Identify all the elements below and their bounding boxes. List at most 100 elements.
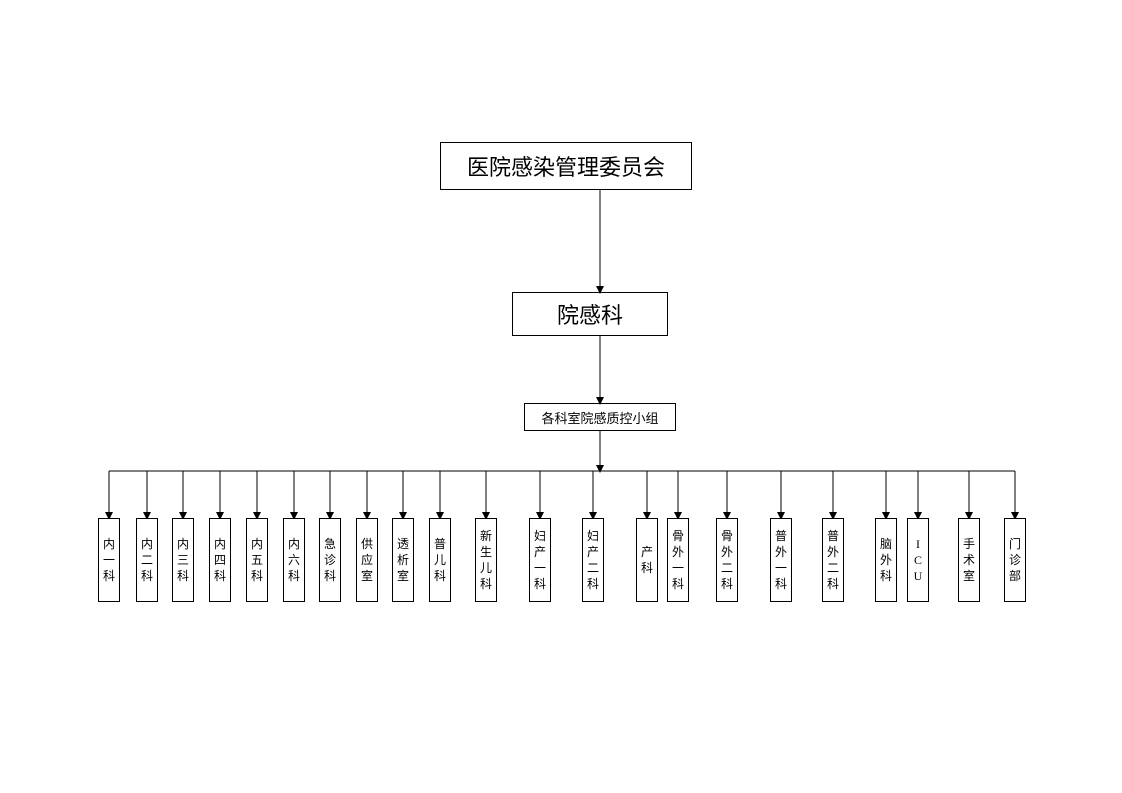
department-char: 普 — [434, 536, 446, 552]
qc-group-box: 各科室院感质控小组 — [524, 403, 676, 431]
department-char: 内 — [214, 536, 226, 552]
department-char: 新 — [480, 528, 492, 544]
department-char: 二 — [827, 560, 839, 576]
department-char: 科 — [214, 568, 226, 584]
department-char: 外 — [775, 544, 787, 560]
department-char: 二 — [721, 560, 733, 576]
department-char: 科 — [587, 576, 599, 592]
department-char: 外 — [827, 544, 839, 560]
department-char: 科 — [721, 576, 733, 592]
department-char: 五 — [251, 552, 263, 568]
department-char: 科 — [641, 560, 653, 576]
connector-lines — [0, 0, 1122, 793]
department-char: 外 — [672, 544, 684, 560]
department-char: 内 — [288, 536, 300, 552]
department-char: 四 — [214, 552, 226, 568]
department-char: 内 — [103, 536, 115, 552]
department-char: 普 — [827, 528, 839, 544]
department-char: 部 — [1009, 568, 1021, 584]
department-box: 透析室 — [392, 518, 414, 602]
department-char: C — [914, 552, 922, 568]
department-char: 六 — [288, 552, 300, 568]
department-char: 室 — [397, 568, 409, 584]
department-char: 科 — [324, 568, 336, 584]
department-char: 内 — [141, 536, 153, 552]
department-char: 科 — [103, 568, 115, 584]
department-char: 骨 — [721, 528, 733, 544]
department-char: 科 — [480, 576, 492, 592]
department-box: 普外二科 — [822, 518, 844, 602]
department-char: 产 — [587, 544, 599, 560]
department-box: 手术室 — [958, 518, 980, 602]
department-char: 门 — [1009, 536, 1021, 552]
department-char: 科 — [288, 568, 300, 584]
department-char: 室 — [361, 568, 373, 584]
department-char: 透 — [397, 536, 409, 552]
department-char: 妇 — [534, 528, 546, 544]
department-box: 产科 — [636, 518, 658, 602]
department-char: 外 — [880, 552, 892, 568]
department-box: 内一科 — [98, 518, 120, 602]
department-char: 诊 — [1009, 552, 1021, 568]
department-char: 普 — [775, 528, 787, 544]
department-box: 供应室 — [356, 518, 378, 602]
department-char: 外 — [721, 544, 733, 560]
department-char: 应 — [361, 552, 373, 568]
department-char: 一 — [103, 552, 115, 568]
department-box: 脑外科 — [875, 518, 897, 602]
department-char: 内 — [251, 536, 263, 552]
department-box: 新生儿科 — [475, 518, 497, 602]
department-box: ICU — [907, 518, 929, 602]
department-char: 一 — [775, 560, 787, 576]
department-char: 科 — [141, 568, 153, 584]
dept-yuangan-box: 院感科 — [512, 292, 668, 336]
department-char: I — [916, 536, 920, 552]
department-char: 科 — [177, 568, 189, 584]
department-char: 产 — [534, 544, 546, 560]
department-box: 门诊部 — [1004, 518, 1026, 602]
department-char: 三 — [177, 552, 189, 568]
department-char: 急 — [324, 536, 336, 552]
department-box: 妇产二科 — [582, 518, 604, 602]
top-committee-label: 医院感染管理委员会 — [467, 150, 665, 182]
department-box: 内三科 — [172, 518, 194, 602]
department-box: 骨外二科 — [716, 518, 738, 602]
department-char: 一 — [534, 560, 546, 576]
department-box: 内四科 — [209, 518, 231, 602]
department-char: 供 — [361, 536, 373, 552]
department-char: 科 — [827, 576, 839, 592]
department-char: 析 — [397, 552, 409, 568]
department-char: 科 — [251, 568, 263, 584]
top-committee-box: 医院感染管理委员会 — [440, 142, 692, 190]
department-char: 儿 — [434, 552, 446, 568]
department-char: 科 — [434, 568, 446, 584]
department-char: 室 — [963, 568, 975, 584]
department-char: 术 — [963, 552, 975, 568]
department-char: 诊 — [324, 552, 336, 568]
department-box: 普外一科 — [770, 518, 792, 602]
department-char: 科 — [672, 576, 684, 592]
department-char: 手 — [963, 536, 975, 552]
department-char: 科 — [775, 576, 787, 592]
department-box: 妇产一科 — [529, 518, 551, 602]
department-char: 科 — [534, 576, 546, 592]
department-char: 二 — [587, 560, 599, 576]
department-char: U — [914, 568, 923, 584]
department-char: 妇 — [587, 528, 599, 544]
department-char: 一 — [672, 560, 684, 576]
department-box: 急诊科 — [319, 518, 341, 602]
department-box: 内六科 — [283, 518, 305, 602]
department-char: 脑 — [880, 536, 892, 552]
dept-yuangan-label: 院感科 — [557, 298, 623, 330]
department-char: 产 — [641, 544, 653, 560]
department-box: 普儿科 — [429, 518, 451, 602]
department-box: 骨外一科 — [667, 518, 689, 602]
department-char: 生 — [480, 544, 492, 560]
department-char: 骨 — [672, 528, 684, 544]
department-char: 内 — [177, 536, 189, 552]
department-box: 内二科 — [136, 518, 158, 602]
department-char: 科 — [880, 568, 892, 584]
department-char: 二 — [141, 552, 153, 568]
department-box: 内五科 — [246, 518, 268, 602]
department-char: 儿 — [480, 560, 492, 576]
